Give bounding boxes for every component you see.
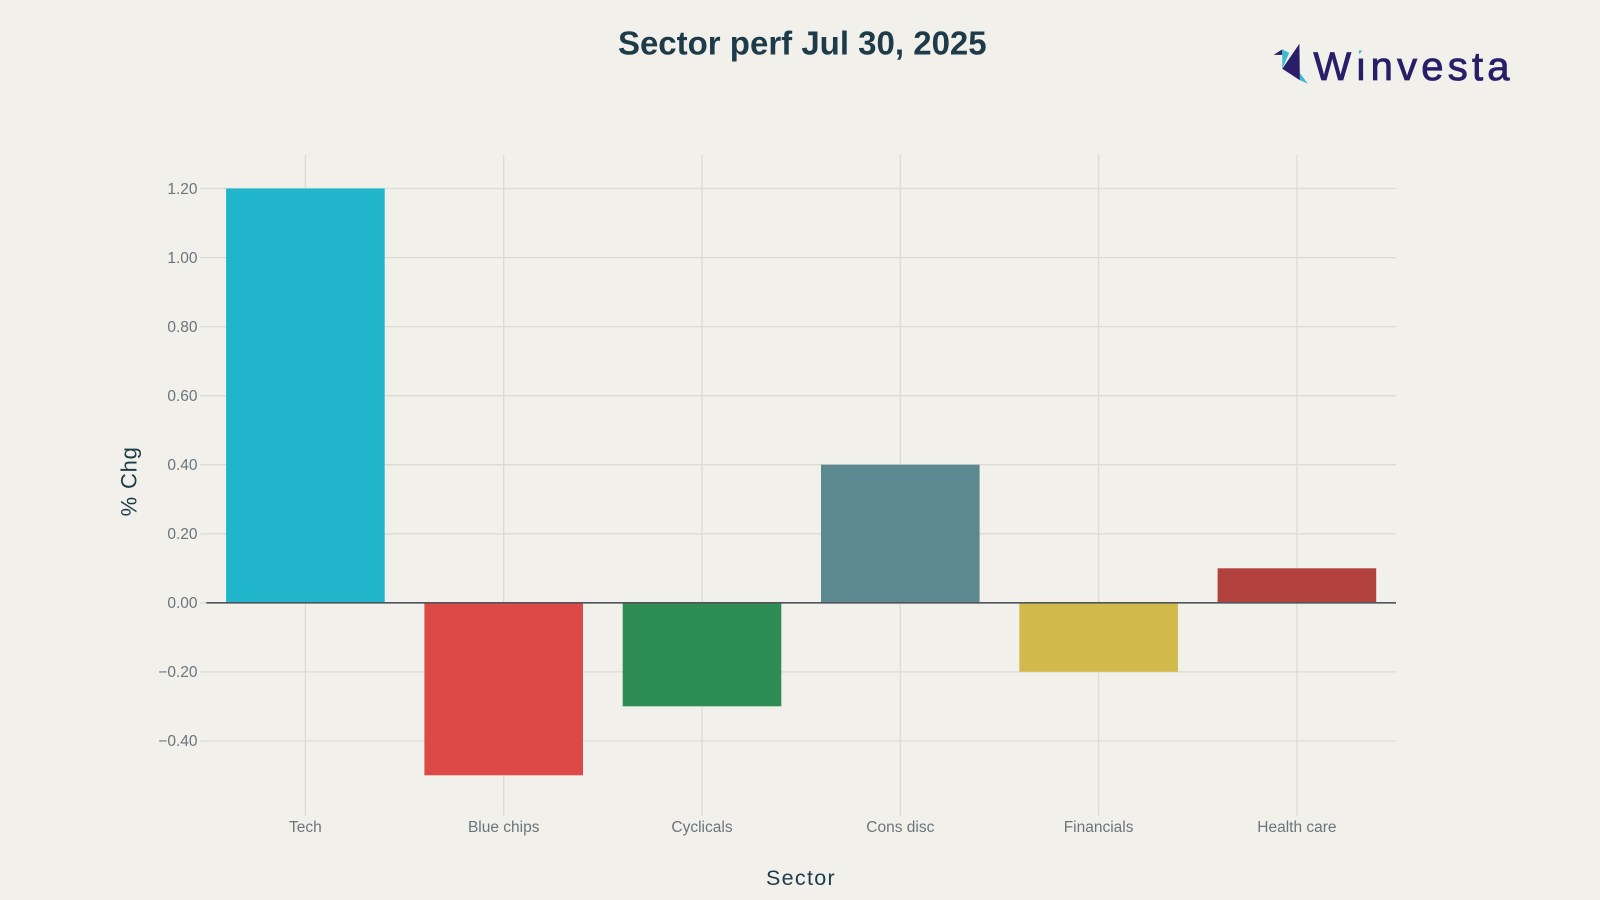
svg-text:Cons disc: Cons disc bbox=[866, 819, 934, 836]
svg-text:Wınvesta: Wınvesta bbox=[1313, 45, 1513, 89]
svg-text:−0.40: −0.40 bbox=[158, 733, 198, 750]
svg-text:Tech: Tech bbox=[289, 819, 322, 836]
svg-text:−0.20: −0.20 bbox=[158, 664, 198, 681]
svg-text:0.40: 0.40 bbox=[167, 457, 198, 474]
svg-text:Sector perf Jul 30, 2025: Sector perf Jul 30, 2025 bbox=[618, 25, 987, 62]
svg-text:1.00: 1.00 bbox=[167, 250, 198, 267]
svg-text:0.80: 0.80 bbox=[167, 319, 198, 336]
svg-text:0.20: 0.20 bbox=[167, 526, 198, 543]
svg-text:Health care: Health care bbox=[1257, 819, 1336, 836]
svg-text:Sector: Sector bbox=[766, 866, 836, 890]
svg-text:% Chg: % Chg bbox=[117, 446, 142, 516]
svg-text:Blue chips: Blue chips bbox=[468, 819, 540, 836]
svg-text:1.20: 1.20 bbox=[167, 181, 198, 198]
svg-text:Financials: Financials bbox=[1064, 819, 1134, 836]
svg-text:Cyclicals: Cyclicals bbox=[671, 819, 732, 836]
svg-text:0.60: 0.60 bbox=[167, 388, 198, 405]
svg-text:0.00: 0.00 bbox=[167, 595, 198, 612]
